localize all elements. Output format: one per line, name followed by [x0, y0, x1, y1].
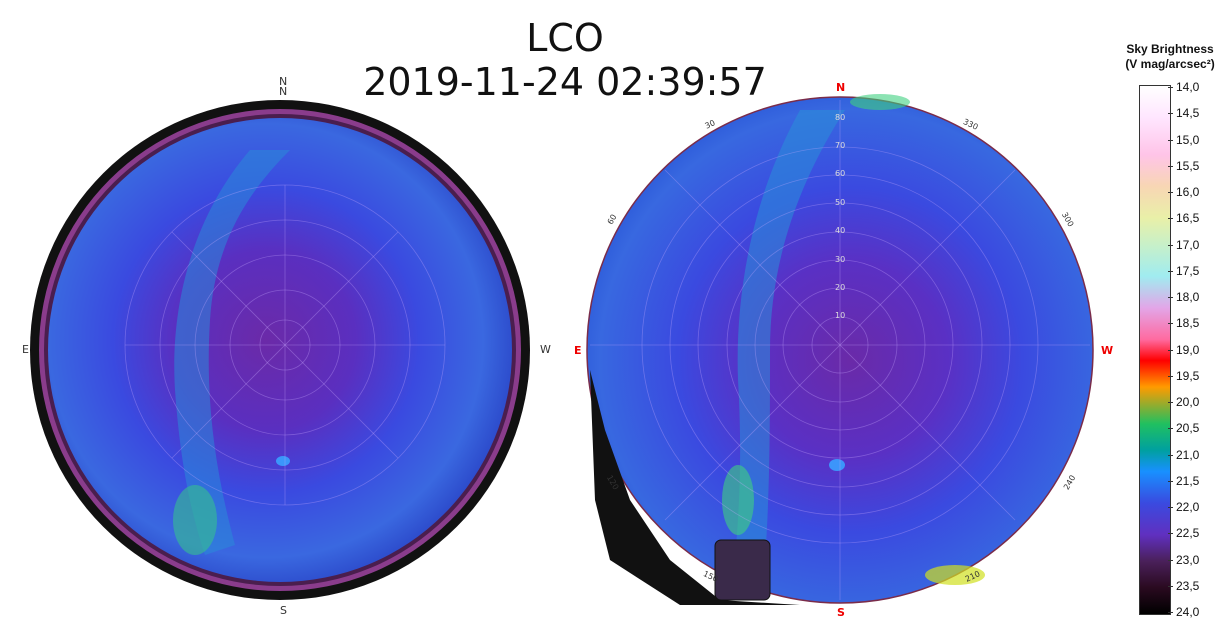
- colorbar-tick-mark: [1168, 192, 1173, 193]
- altitude-label: 20: [835, 283, 846, 292]
- colorbar-tick-label: 15,5: [1176, 158, 1200, 173]
- colorbar-tick-label: 21,0: [1176, 447, 1200, 462]
- altitude-label: 80: [835, 113, 846, 122]
- datetime-title: 2019-11-24 02:39:57: [363, 60, 767, 104]
- right-east-label: E: [574, 344, 582, 357]
- colorbar-tick-label: 15,0: [1176, 132, 1200, 147]
- colorbar-tick-mark: [1168, 585, 1173, 587]
- colorbar-tick-label: 22,5: [1176, 526, 1200, 541]
- colorbar-tick-mark: [1168, 507, 1173, 508]
- altitude-label: 30: [835, 255, 846, 264]
- left-allsky-map: [30, 100, 530, 600]
- colorbar-tick-mark: [1168, 612, 1173, 613]
- colorbar-tick-mark: [1168, 139, 1173, 141]
- colorbar-tick-label: 22,0: [1176, 500, 1200, 514]
- colorbar-tick-mark: [1168, 559, 1173, 561]
- colorbar-tick-mark: [1168, 113, 1173, 115]
- right-west-label: W: [1101, 344, 1114, 357]
- colorbar-tick-label: 16,0: [1176, 185, 1200, 199]
- right-allsky-map: [586, 94, 1094, 605]
- colorbar-tick-mark: [1168, 480, 1173, 482]
- colorbar-tick-mark: [1168, 244, 1173, 246]
- left-north-label-extra: N: [279, 75, 288, 88]
- colorbar-tick-label: 17,5: [1176, 263, 1200, 278]
- right-north-label: N: [836, 81, 846, 94]
- colorbar-tick-label: 23,5: [1176, 578, 1200, 593]
- colorbar-tick-label: 20,5: [1176, 421, 1200, 436]
- colorbar-title-line2: (V mag/arcsec²): [1125, 57, 1215, 71]
- altitude-label: 40: [835, 226, 846, 235]
- colorbar-title-line1: Sky Brightness: [1126, 42, 1214, 56]
- colorbar-tick-mark: [1168, 87, 1173, 88]
- altitude-label: 60: [835, 169, 846, 178]
- colorbar-tick-mark: [1168, 402, 1173, 403]
- right-sky-disc: [586, 96, 1094, 604]
- sky-brightness-colorbar: [1139, 85, 1171, 615]
- colorbar-title: Sky Brightness (V mag/arcsec²): [1110, 42, 1230, 72]
- colorbar-tick-mark: [1168, 349, 1173, 351]
- colorbar-tick-mark: [1168, 297, 1173, 298]
- colorbar-tick-label: 20,0: [1176, 395, 1200, 409]
- left-sky-disc: [48, 118, 512, 582]
- colorbar-tick-label: 18,0: [1176, 290, 1200, 304]
- colorbar-tick-mark: [1168, 323, 1173, 325]
- colorbar-tick-label: 19,0: [1176, 342, 1200, 357]
- colorbar-tick-label: 16,5: [1176, 211, 1200, 226]
- left-north-label: N: [279, 85, 288, 98]
- colorbar-tick-mark: [1168, 270, 1173, 272]
- altitude-label: 10: [835, 311, 846, 320]
- colorbar-tick-mark: [1168, 428, 1173, 430]
- left-milky-way: [174, 150, 290, 555]
- colorbar-tick-mark: [1168, 533, 1173, 535]
- colorbar-tick-mark: [1168, 218, 1173, 220]
- colorbar-tick-label: 23,0: [1176, 552, 1200, 567]
- colorbar-tick-label: 18,5: [1176, 316, 1200, 331]
- colorbar-tick-mark: [1168, 165, 1173, 167]
- site-title: LCO: [526, 16, 604, 60]
- colorbar-tick-mark: [1168, 375, 1173, 377]
- altitude-label: 70: [835, 141, 846, 150]
- right-horizon-obstruction: [590, 370, 800, 605]
- colorbar-tick-label: 19,5: [1176, 368, 1200, 383]
- altitude-label: 50: [835, 198, 846, 207]
- left-south-label: S: [280, 604, 287, 617]
- colorbar-tick-mark: [1168, 454, 1173, 456]
- colorbar-tick-label: 14,0: [1176, 80, 1200, 94]
- colorbar-tick-label: 14,5: [1176, 106, 1200, 121]
- left-west-label: W: [540, 343, 551, 356]
- colorbar-tick-label: 17,0: [1176, 237, 1200, 252]
- left-east-label: E: [22, 343, 29, 356]
- right-milky-way: [735, 110, 845, 560]
- colorbar-tick-label: 21,5: [1176, 473, 1200, 488]
- right-south-label: S: [837, 606, 845, 619]
- colorbar-tick-label: 24,0: [1176, 605, 1200, 619]
